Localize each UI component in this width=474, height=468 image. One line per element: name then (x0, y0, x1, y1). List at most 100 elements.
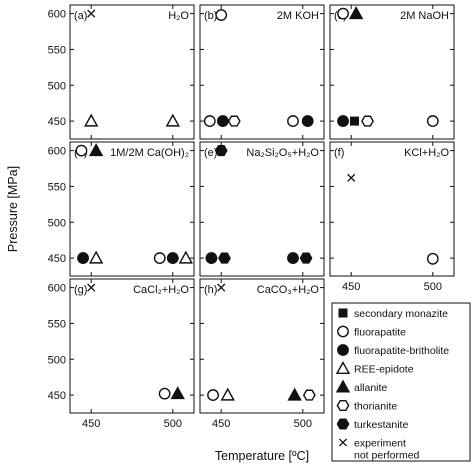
data-point-hex-filled (214, 145, 228, 157)
y-tick-label: 500 (48, 217, 66, 229)
legend-marker-x (338, 438, 348, 447)
panel-title: 2M KOH (277, 10, 319, 22)
x-axis-label: Temperature [ºC] (215, 449, 309, 463)
y-tick-label: 600 (48, 146, 66, 158)
data-point-circle-filled (301, 115, 314, 127)
panel-a: 450 500 550 600 (a) H₂O (48, 4, 195, 140)
data-point-tri-filled (348, 6, 364, 20)
x-tick-label: 500 (164, 418, 182, 430)
data-point-square-filled (349, 116, 359, 126)
legend-label: turkestanite (354, 419, 408, 431)
panel-tag: (e) (204, 147, 217, 159)
data-point-tri-filled (170, 386, 185, 400)
legend-marker-hex-open (336, 399, 350, 412)
data-point-circle-open (203, 115, 216, 127)
panel-h: 450 500 (h) CaCO₃+H₂O (199, 278, 325, 430)
legend-label: REE-epidote (354, 364, 414, 376)
x-tick-label: 500 (294, 418, 312, 430)
data-point-circle-open (426, 252, 439, 265)
data-point-tri-open (165, 113, 180, 127)
y-tick-label: 450 (48, 390, 66, 402)
legend-marker-square-filled (338, 308, 348, 318)
y-tick-label: 550 (48, 181, 66, 193)
panel-tag: (f) (334, 147, 344, 159)
panel-frame (199, 278, 325, 414)
data-point-tri-filled (88, 143, 104, 157)
panel-f: 450 500 (f) KCl+H₂O (329, 141, 455, 293)
x-tick-label: 450 (212, 418, 230, 430)
legend-marker-circle-open (337, 325, 349, 338)
panel-title: 1M/2M Ca(OH)₂ (110, 147, 189, 159)
data-point-circle-filled (216, 115, 229, 127)
panel-title: CaCO₃+H₂O (257, 284, 320, 296)
data-point-x (87, 283, 96, 292)
y-tick-label: 550 (48, 318, 66, 330)
data-point-circle-open (287, 115, 299, 127)
data-point-x (217, 283, 226, 292)
panel-c: (c)2M NaOH (329, 4, 455, 140)
y-axis-label: Pressure [MPa] (6, 166, 20, 252)
data-point-circle-filled (337, 115, 349, 127)
data-point-circle-open (75, 144, 88, 157)
x-tick-label: 450 (82, 418, 100, 430)
y-tick-label: 600 (48, 283, 66, 295)
legend: secondary monazite fluorapatite fluorapati… (331, 302, 471, 462)
legend-label: allanite (354, 382, 387, 394)
data-point-circle-open (153, 252, 166, 264)
data-point-x (347, 173, 356, 182)
legend-frame (331, 302, 471, 462)
y-tick-label: 450 (48, 253, 66, 265)
panel-tag: (b) (204, 10, 217, 22)
data-point-circle-open (158, 387, 171, 400)
legend-label: experiment (354, 438, 406, 450)
x-tick-label: 500 (424, 281, 442, 293)
data-point-circle-open (207, 389, 219, 401)
y-tick-label: 550 (48, 44, 66, 56)
data-point-hex-open (361, 115, 374, 127)
data-point-hex-filled (299, 252, 313, 264)
data-point-circle-filled (166, 252, 179, 264)
panel-title: CaCl₂+H₂O (133, 284, 189, 296)
data-point-circle-open (337, 7, 349, 20)
panel-title: KCl+H₂O (404, 147, 449, 159)
legend-label: fluorapatite-britholite (354, 345, 449, 357)
x-tick-label: 450 (342, 281, 360, 293)
data-point-hex-open (227, 115, 241, 127)
panel-frame (69, 278, 195, 414)
legend-marker-circle-filled (337, 344, 349, 356)
data-point-circle-filled (77, 252, 89, 264)
legend-label: fluorapatite (354, 327, 406, 339)
legend-marker-tri-filled (335, 379, 351, 393)
panel-tag: (h) (204, 284, 217, 296)
data-point-tri-open (178, 250, 194, 264)
data-point-tri-open (220, 387, 235, 401)
data-point-circle-filled (287, 252, 299, 264)
panel-title: Na₂Si₂O₅+H₂O (246, 147, 319, 159)
legend-marker-hex-filled (336, 418, 350, 430)
data-point-x (87, 9, 96, 18)
panel-b: (b) 2M KOH (199, 4, 325, 140)
legend-label-line2: not performed (354, 450, 420, 462)
legend-label: secondary monazite (354, 308, 448, 320)
y-tick-label: 500 (48, 80, 66, 92)
data-point-tri-open (88, 250, 104, 264)
panel-title: 2M NaOH (400, 10, 449, 22)
y-tick-label: 450 (48, 116, 66, 128)
panel-title: H₂O (168, 10, 189, 22)
panel-tag: (g) (74, 284, 87, 296)
data-point-tri-filled (287, 387, 302, 401)
panel-tag: (a) (74, 10, 87, 22)
data-point-hex-open (302, 389, 316, 401)
data-point-hex-filled (218, 252, 231, 264)
data-point-circle-filled (205, 252, 218, 264)
y-tick-label: 500 (48, 354, 66, 366)
data-point-tri-open (84, 113, 99, 127)
panel-g: 450 500 450 500 550 600 (g) CaCl₂+H₂O (48, 278, 195, 430)
data-point-circle-open (215, 9, 228, 21)
legend-label: thorianite (354, 401, 397, 413)
data-point-circle-open (426, 115, 439, 127)
y-tick-label: 600 (48, 9, 66, 21)
legend-marker-tri-open (335, 361, 351, 374)
